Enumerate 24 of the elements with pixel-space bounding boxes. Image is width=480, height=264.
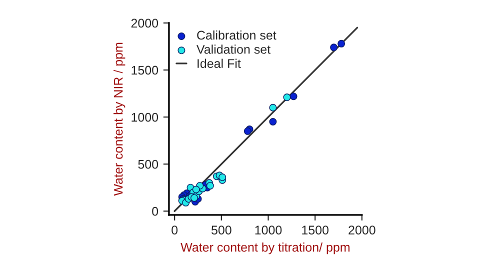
point (290, 92, 298, 100)
point (192, 186, 200, 194)
point (338, 40, 346, 48)
y-tick-label: 1000 (132, 112, 158, 122)
x-tick-label: 0 (172, 226, 178, 234)
point (218, 174, 226, 182)
point (206, 182, 214, 190)
y-tick-label: 0 (152, 206, 158, 216)
legend-label: Calibration set (197, 30, 276, 40)
legend-label: Validation set (196, 44, 270, 54)
x-tick-label: 1500 (302, 226, 328, 234)
x-axis-title: Water content by titration/ ppm (180, 242, 350, 254)
y-tick-label: 500 (138, 160, 158, 169)
point (330, 44, 338, 52)
y-axis-title: Water content by NIR / ppm (114, 42, 126, 196)
x-tick-label: 500 (211, 226, 232, 234)
x-tick-label: 2000 (348, 226, 376, 234)
point (283, 94, 291, 102)
point (269, 104, 277, 112)
point (269, 118, 277, 126)
legend-label: Ideal Fit (198, 58, 241, 68)
y-tick-label: 2000 (131, 18, 158, 28)
x-tick-label: 1000 (255, 226, 282, 234)
y-tick-label: 1500 (132, 66, 158, 75)
